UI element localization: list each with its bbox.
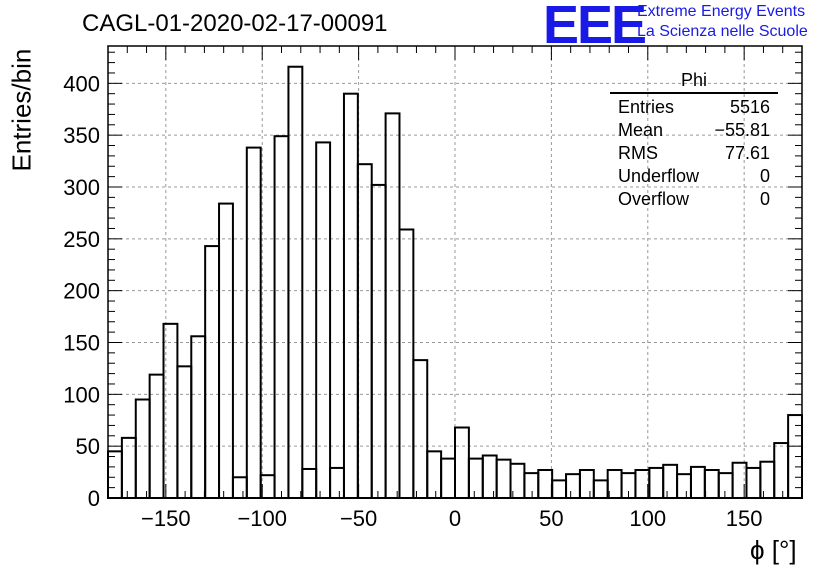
histogram-bin xyxy=(773,442,790,500)
histogram-bin xyxy=(412,359,429,499)
stats-row-overflow: Overflow 0 xyxy=(610,188,778,211)
histogram-bin xyxy=(259,474,276,499)
chart-title: CAGL-01-2020-02-17-00091 xyxy=(82,10,388,37)
histogram-bin xyxy=(315,141,332,499)
histogram-bin xyxy=(662,463,679,499)
histogram-bin xyxy=(231,476,248,499)
x-tick-label: −150 xyxy=(141,506,191,531)
histogram-bin xyxy=(301,467,318,499)
stats-value: −55.81 xyxy=(714,120,770,140)
histogram-bin xyxy=(495,458,512,500)
histogram-bin xyxy=(162,322,179,499)
x-tick-label: 0 xyxy=(449,506,461,531)
stats-row-rms: RMS 77.61 xyxy=(610,142,778,165)
histogram-bin xyxy=(745,466,762,500)
histogram-bin xyxy=(342,92,359,499)
histogram-bin xyxy=(329,466,345,500)
histogram-bin xyxy=(537,469,554,500)
histogram-bin xyxy=(717,472,734,499)
histogram-bin xyxy=(426,450,443,500)
stats-title: Phi xyxy=(610,70,778,94)
x-tick-label: 50 xyxy=(539,506,563,531)
histogram-bin xyxy=(634,469,651,500)
y-tick-label: 0 xyxy=(88,486,100,511)
histogram-bin xyxy=(148,373,165,499)
histogram-bin xyxy=(370,183,387,500)
histogram-bin xyxy=(467,457,484,499)
histogram-bin xyxy=(134,398,151,499)
stats-label: Underflow xyxy=(618,166,700,186)
histogram-bin xyxy=(440,457,456,499)
stats-label: Entries xyxy=(618,97,675,117)
stats-row-entries: Entries 5516 xyxy=(610,96,778,119)
y-tick-label: 100 xyxy=(63,382,100,407)
logo-line-2: La Scienza nelle Scuole xyxy=(637,23,808,40)
histogram-bin xyxy=(759,460,776,500)
y-tick-label: 350 xyxy=(63,123,100,148)
histogram-bin xyxy=(120,436,137,499)
y-tick-label: 400 xyxy=(63,71,100,96)
histogram-bin xyxy=(648,466,665,500)
histogram-bin xyxy=(454,426,470,499)
histogram-bin xyxy=(287,65,304,499)
histogram-bin xyxy=(218,202,234,500)
x-tick-label: 150 xyxy=(726,506,763,531)
histogram-bin xyxy=(384,112,401,500)
y-tick-label: 150 xyxy=(63,330,100,355)
histogram-bin xyxy=(273,135,290,499)
histogram-bin xyxy=(565,473,581,500)
histogram-bin xyxy=(190,335,207,500)
stats-value: 0 xyxy=(759,189,770,209)
histogram-bin xyxy=(578,469,595,500)
y-tick-label: 250 xyxy=(63,227,100,252)
logo-line-1: Extreme Energy Events xyxy=(637,3,806,20)
y-tick-label: 200 xyxy=(63,279,100,304)
stats-label: Mean xyxy=(618,120,664,140)
x-tick-label: −50 xyxy=(340,506,377,531)
histogram-bin xyxy=(481,454,498,500)
stats-value: 5516 xyxy=(729,97,770,117)
histogram-bin xyxy=(676,473,692,500)
histogram-bin xyxy=(107,450,123,500)
histogram-bin xyxy=(204,245,221,499)
y-tick-label: 300 xyxy=(63,175,100,200)
stats-value: 0 xyxy=(759,166,770,186)
histogram-bin xyxy=(606,469,623,500)
histogram-bin xyxy=(523,472,540,499)
stats-value: 77.61 xyxy=(724,143,770,163)
stats-row-mean: Mean −55.81 xyxy=(610,119,778,142)
stats-label: RMS xyxy=(618,143,658,163)
histogram-bin xyxy=(703,469,720,500)
histogram-bin xyxy=(398,228,415,499)
x-axis-label: ϕ [°] xyxy=(750,535,797,565)
eee-logo: EEE xyxy=(543,0,647,55)
y-axis-label: Entries/bin xyxy=(6,48,37,172)
histogram-bin xyxy=(689,465,706,499)
histogram-bin xyxy=(592,479,609,500)
x-tick-label: −100 xyxy=(237,506,287,531)
histogram-bin xyxy=(245,146,262,499)
stats-row-underflow: Underflow 0 xyxy=(610,165,778,188)
stats-box: Phi Entries 5516 Mean −55.81 RMS 77.61 Unde… xyxy=(610,70,778,211)
y-tick-label: 50 xyxy=(76,434,100,459)
histogram-bin xyxy=(551,479,568,500)
histogram-bin xyxy=(356,163,373,500)
histogram-bin xyxy=(176,365,193,499)
x-tick-label: 100 xyxy=(629,506,666,531)
stats-label: Overflow xyxy=(618,189,690,209)
